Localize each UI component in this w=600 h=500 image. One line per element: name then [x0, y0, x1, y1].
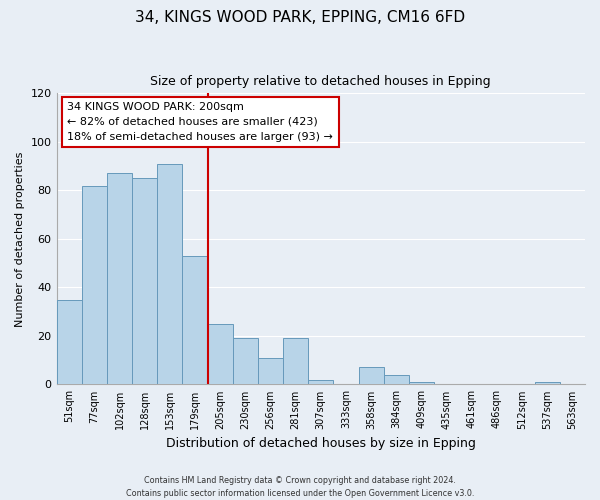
Bar — [258, 358, 283, 384]
Text: 34, KINGS WOOD PARK, EPPING, CM16 6FD: 34, KINGS WOOD PARK, EPPING, CM16 6FD — [135, 10, 465, 25]
Text: Contains HM Land Registry data © Crown copyright and database right 2024.
Contai: Contains HM Land Registry data © Crown c… — [126, 476, 474, 498]
Bar — [308, 380, 334, 384]
Bar — [107, 174, 132, 384]
Text: 34 KINGS WOOD PARK: 200sqm
← 82% of detached houses are smaller (423)
18% of sem: 34 KINGS WOOD PARK: 200sqm ← 82% of deta… — [67, 102, 333, 142]
Title: Size of property relative to detached houses in Epping: Size of property relative to detached ho… — [151, 75, 491, 88]
Bar — [208, 324, 233, 384]
Bar — [283, 338, 308, 384]
Bar — [56, 300, 82, 384]
Y-axis label: Number of detached properties: Number of detached properties — [15, 151, 25, 326]
Bar — [359, 368, 383, 384]
Bar — [233, 338, 258, 384]
Bar — [535, 382, 560, 384]
Bar — [157, 164, 182, 384]
X-axis label: Distribution of detached houses by size in Epping: Distribution of detached houses by size … — [166, 437, 476, 450]
Bar — [82, 186, 107, 384]
Bar — [409, 382, 434, 384]
Bar — [182, 256, 208, 384]
Bar — [132, 178, 157, 384]
Bar — [383, 374, 409, 384]
